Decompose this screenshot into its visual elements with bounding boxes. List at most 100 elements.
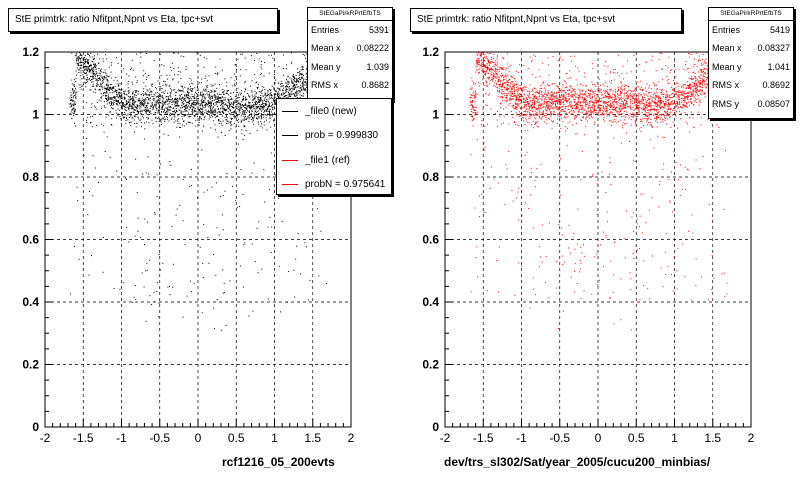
scatter-point [705, 87, 707, 89]
scatter-point [612, 90, 614, 92]
scatter-point [205, 75, 207, 77]
scatter-point [574, 91, 576, 93]
scatter-point [162, 108, 164, 110]
scatter-point [277, 87, 279, 89]
scatter-point [142, 105, 144, 107]
scatter-point [301, 68, 303, 70]
scatter-point [107, 81, 109, 83]
scatter-point [635, 81, 637, 83]
scatter-point [302, 69, 304, 71]
scatter-point [601, 100, 603, 102]
scatter-point [206, 86, 208, 88]
scatter-point [205, 102, 207, 104]
scatter-point [121, 106, 123, 108]
scatter-point [242, 111, 244, 113]
scatter-point [493, 82, 495, 84]
scatter-point [155, 121, 157, 123]
scatter-point [102, 60, 104, 62]
scatter-point [98, 72, 100, 74]
scatter-point [267, 91, 269, 93]
scatter-point [172, 113, 174, 115]
scatter-point [78, 258, 80, 260]
scatter-point [141, 126, 143, 128]
scatter-point [194, 115, 196, 117]
scatter-point [241, 103, 243, 105]
scatter-point [97, 63, 99, 65]
scatter-point [120, 89, 122, 91]
scatter-point [559, 90, 561, 92]
scatter-point [176, 100, 178, 102]
scatter-point [119, 103, 121, 105]
scatter-point [621, 72, 623, 74]
scatter-point [639, 80, 641, 82]
scatter-point [76, 53, 78, 55]
scatter-point [170, 70, 172, 72]
scatter-point [85, 86, 87, 88]
scatter-point [140, 106, 142, 108]
scatter-point [598, 104, 600, 106]
scatter-point [109, 102, 111, 104]
scatter-point [136, 110, 138, 112]
scatter-point [580, 298, 582, 300]
scatter-point [166, 100, 168, 102]
scatter-point [126, 179, 128, 181]
scatter-point [532, 98, 534, 100]
scatter-point [233, 92, 235, 94]
scatter-point [72, 95, 74, 97]
scatter-point [254, 102, 256, 104]
scatter-point [240, 103, 242, 105]
scatter-point [610, 105, 612, 107]
scatter-point [161, 108, 163, 110]
scatter-point [84, 56, 86, 58]
scatter-point [257, 84, 259, 86]
scatter-point [99, 73, 101, 75]
scatter-point [496, 58, 498, 60]
scatter-point [499, 66, 501, 68]
scatter-point [302, 95, 304, 97]
scatter-point [196, 115, 198, 117]
scatter-point [115, 117, 117, 119]
scatter-point [680, 86, 682, 88]
scatter-point [570, 114, 572, 116]
scatter-point [289, 88, 291, 90]
scatter-point [212, 111, 214, 113]
scatter-point [622, 107, 624, 109]
scatter-point [153, 93, 155, 95]
scatter-point [576, 102, 578, 104]
scatter-point [249, 132, 251, 134]
scatter-point [593, 107, 595, 109]
scatter-point [526, 151, 528, 153]
scatter-point [608, 101, 610, 103]
scatter-point [235, 115, 237, 117]
scatter-point [661, 114, 663, 116]
scatter-point [625, 103, 627, 105]
scatter-point [251, 113, 253, 115]
scatter-point [170, 115, 172, 117]
scatter-point [253, 108, 255, 110]
scatter-point [271, 106, 273, 108]
scatter-point [155, 103, 157, 105]
scatter-point [137, 217, 139, 219]
scatter-point [120, 98, 122, 100]
scatter-point [169, 112, 171, 114]
scatter-point [173, 74, 175, 76]
scatter-point [473, 83, 475, 85]
scatter-point [180, 55, 182, 57]
scatter-point [583, 102, 585, 104]
scatter-point [666, 80, 668, 82]
scatter-point [224, 116, 226, 118]
scatter-point [151, 85, 153, 87]
scatter-point [693, 66, 695, 68]
scatter-point [161, 64, 163, 66]
scatter-point [240, 169, 242, 171]
scatter-point [254, 91, 256, 93]
scatter-point [161, 104, 163, 106]
scatter-point [144, 109, 146, 111]
scatter-point [275, 174, 277, 176]
scatter-point [224, 104, 226, 106]
scatter-point [90, 68, 92, 70]
scatter-point [94, 77, 96, 79]
scatter-point [506, 89, 508, 91]
scatter-point [86, 70, 88, 72]
scatter-point [262, 101, 264, 103]
